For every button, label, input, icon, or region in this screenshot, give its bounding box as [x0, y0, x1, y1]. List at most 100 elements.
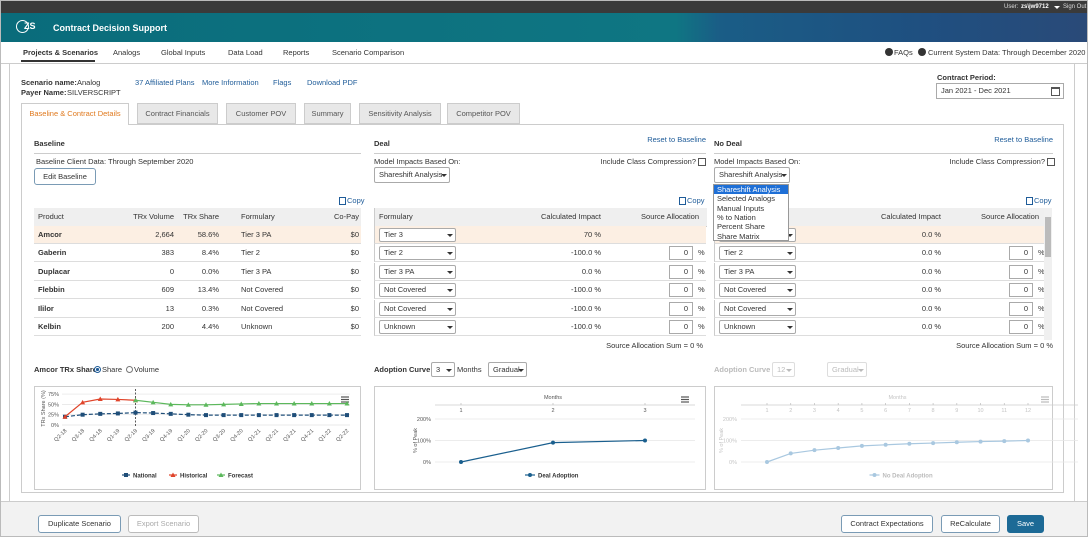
shape-select[interactable]: Gradual [488, 362, 527, 377]
dropdown-arrow [447, 252, 453, 255]
nav-item[interactable]: Analogs [113, 48, 140, 58]
formulary-select[interactable]: Tier 3 PA [719, 265, 796, 279]
formulary-select[interactable]: Tier 2 [379, 246, 456, 260]
column-header: Calculated Impact [881, 212, 941, 222]
allocation-input[interactable]: 0 [1009, 246, 1033, 260]
formulary-select-value: Unknown [724, 321, 755, 333]
table-cell: Flebbin [38, 285, 65, 295]
formulary-select[interactable]: Tier 3 PA [379, 265, 456, 279]
formulary-select[interactable]: Unknown [379, 320, 456, 334]
scenario-link[interactable]: Flags [273, 78, 291, 88]
reset-link[interactable]: Reset to Baseline [994, 135, 1053, 145]
recalculate-button[interactable]: ReCalculate [941, 515, 1000, 533]
allocation-unit: % [698, 304, 705, 314]
allocation-input[interactable]: 0 [1009, 265, 1033, 279]
dropdown-arrow [447, 308, 453, 311]
formulary-select[interactable]: Tier 3 [379, 228, 456, 242]
dropdown-arrow [447, 234, 453, 237]
dropdown-arrow [447, 326, 453, 329]
allocation-input[interactable]: 0 [669, 320, 693, 334]
model-label: Model Impacts Based On: [714, 157, 800, 167]
dropdown-arrow [787, 326, 793, 329]
scrollbar-thumb [1045, 217, 1051, 257]
compression-checkbox[interactable] [698, 158, 706, 166]
contract-period-input[interactable]: Jan 2021 - Dec 2021 [936, 83, 1064, 99]
radio[interactable] [126, 366, 133, 373]
reset-link[interactable]: Reset to Baseline [647, 135, 706, 145]
allocation-input[interactable]: 0 [1009, 320, 1033, 334]
tab[interactable]: Competitor POV [447, 103, 520, 124]
compression-label: Include Class Compression? [950, 157, 1045, 167]
faq-icon [885, 48, 893, 56]
formulary-select[interactable]: Not Covered [719, 283, 796, 297]
formulary-select[interactable]: Not Covered [719, 302, 796, 316]
dropdown-option[interactable]: Shareshift Analysis [714, 185, 788, 194]
tab[interactable]: Customer POV [226, 103, 296, 124]
contract-period-label: Contract Period: [937, 73, 996, 83]
duplicate-scenario-button[interactable]: Duplicate Scenario [38, 515, 121, 533]
contract-expectations-button[interactable]: Contract Expectations [841, 515, 933, 533]
copy-link[interactable]: Copy [1034, 196, 1052, 206]
allocation-input[interactable]: 0 [669, 246, 693, 260]
dropdown-option[interactable]: Share Matrix [714, 232, 788, 241]
nav-item[interactable]: Scenario Comparison [332, 48, 404, 58]
formulary-select-value: Not Covered [384, 303, 426, 315]
dropdown-option[interactable]: Manual Inputs [714, 204, 788, 213]
tab[interactable]: Contract Financials [137, 103, 218, 124]
nav-active-underline [21, 60, 95, 62]
sign-out[interactable]: Sign Out [1063, 2, 1086, 12]
formulary-select-value: Tier 3 PA [724, 266, 754, 278]
scenario-link[interactable]: Download PDF [307, 78, 357, 88]
nav-item[interactable]: Global Inputs [161, 48, 205, 58]
scenario-link[interactable]: 37 Affiliated Plans [135, 78, 195, 88]
allocation-input[interactable]: 0 [669, 283, 693, 297]
compression-checkbox[interactable] [1047, 158, 1055, 166]
formulary-select[interactable]: Not Covered [379, 302, 456, 316]
formulary-select[interactable]: Unknown [719, 320, 796, 334]
table-cell: 58.6% [198, 230, 219, 240]
logo: ZS [24, 21, 36, 31]
user-label: User: [1004, 2, 1018, 12]
model-select[interactable]: Shareshift Analysis [374, 167, 450, 183]
copy-icon [1026, 197, 1033, 205]
column-header: Formulary [241, 212, 275, 222]
tab[interactable]: Sensitivity Analysis [359, 103, 441, 124]
table-cell: Ililor [38, 304, 54, 314]
dropdown-option[interactable]: % to Nation [714, 213, 788, 222]
copy-link[interactable]: Copy [347, 196, 365, 206]
table-cell: Unknown [241, 322, 272, 332]
nav-item[interactable]: Reports [283, 48, 309, 58]
dropdown-option[interactable]: Percent Share [714, 222, 788, 231]
allocation-unit: % [698, 248, 705, 258]
allocation-input[interactable]: 0 [1009, 302, 1033, 316]
dropdown-arrow [447, 289, 453, 292]
scenario-link[interactable]: More Information [202, 78, 259, 88]
allocation-input[interactable]: 0 [669, 302, 693, 316]
save-button[interactable]: Save [1007, 515, 1044, 533]
tab[interactable]: Baseline & Contract Details [21, 103, 129, 125]
model-select[interactable]: Shareshift Analysis [714, 167, 790, 183]
tab[interactable]: Summary [304, 103, 351, 124]
allocation-sum: Source Allocation Sum = 0 % [956, 341, 1053, 351]
allocation-value: 0 [1024, 266, 1028, 278]
section-divider [714, 153, 1053, 154]
faqs-link[interactable]: FAQs [894, 48, 913, 58]
copy-icon [339, 197, 346, 205]
dropdown-option[interactable]: Selected Analogs [714, 194, 788, 203]
formulary-select[interactable]: Not Covered [379, 283, 456, 297]
formulary-select[interactable]: Tier 2 [719, 246, 796, 260]
table-cell: Kelbin [38, 322, 61, 332]
top-strip [1, 1, 1088, 13]
radio-selected[interactable] [94, 366, 101, 373]
allocation-input[interactable]: 0 [1009, 283, 1033, 297]
model-select-value: Shareshift Analysis [719, 168, 782, 182]
edit-baseline-button[interactable]: Edit Baseline [34, 168, 96, 185]
column-header: Source Allocation [641, 212, 699, 222]
months-select[interactable]: 3 [431, 362, 455, 377]
column-header: Formulary [379, 212, 413, 222]
copy-link[interactable]: Copy [687, 196, 705, 206]
nav-item[interactable]: Data Load [228, 48, 263, 58]
nav-item[interactable]: Projects & Scenarios [23, 48, 98, 58]
allocation-input[interactable]: 0 [669, 265, 693, 279]
column-header: TRx Share [183, 212, 219, 222]
